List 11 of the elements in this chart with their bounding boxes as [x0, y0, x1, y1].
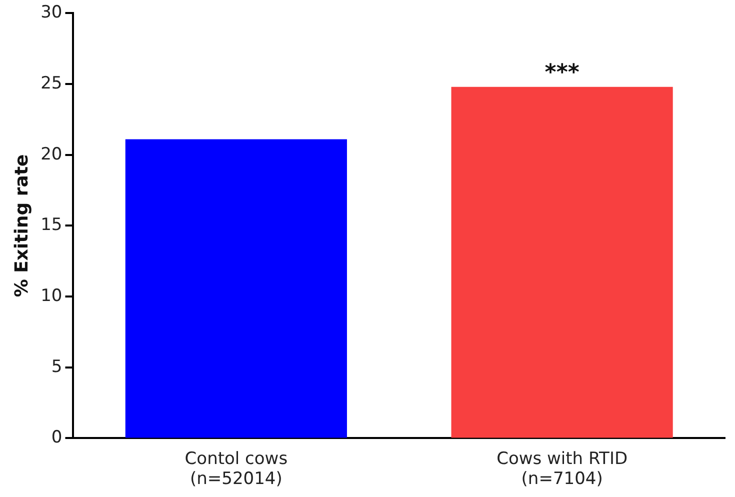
y-tick-label: 15 [40, 215, 62, 236]
y-tick-label: 25 [40, 73, 62, 94]
y-tick-label: 0 [51, 428, 62, 448]
x-tick-label: Cows with RTID (n=7104) [496, 448, 628, 490]
y-tick-label: 10 [40, 286, 62, 306]
x-tick-label: Contol cows (n=52014) [184, 448, 288, 490]
y-tick-label: 5 [51, 356, 62, 377]
y-axis-title: % Exiting rate [11, 154, 32, 298]
y-tick-label: 30 [40, 2, 62, 23]
y-tick-label: 20 [40, 144, 62, 164]
annotation: *** [544, 60, 580, 86]
